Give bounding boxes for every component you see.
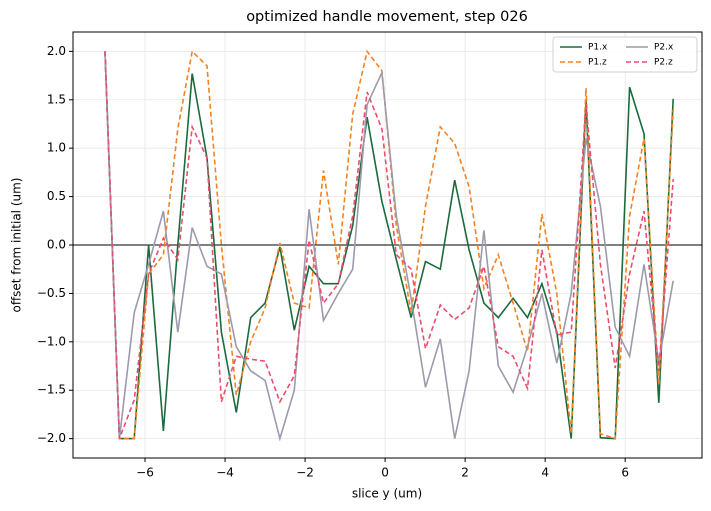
y-tick-label: 0.0 [47,238,66,252]
legend-label: P2.z [654,58,673,68]
y-tick-label: −2.0 [37,431,66,445]
series-line [104,51,674,439]
y-tick-label: 1.0 [47,141,66,155]
plot-frame [72,31,703,459]
x-tick-label: −4 [216,466,234,480]
y-tick-label: −1.0 [37,334,66,348]
y-tick-label: −0.5 [37,286,66,300]
x-tick-label: 6 [621,466,629,480]
y-tick-label: −1.5 [37,383,66,397]
y-tick-label: 0.5 [47,189,66,203]
legend-label: P2.x [654,43,674,53]
x-tick-label: −2 [296,466,314,480]
x-tick-label: 2 [461,466,469,480]
y-tick-label: 2.0 [47,44,66,58]
y-axis-label: offset from initial (um) [10,178,24,313]
x-tick-label: 4 [541,466,549,480]
x-tick-label: −6 [136,466,154,480]
legend-label: P1.z [588,58,607,68]
x-tick-label: 0 [381,466,389,480]
chart-title: optimized handle movement, step 026 [246,9,528,25]
y-tick-label: 1.5 [47,92,66,106]
x-axis-label: slice y (um) [352,487,422,501]
legend-box [552,36,698,73]
series-line [104,49,674,440]
legend-label: P1.x [588,43,608,53]
